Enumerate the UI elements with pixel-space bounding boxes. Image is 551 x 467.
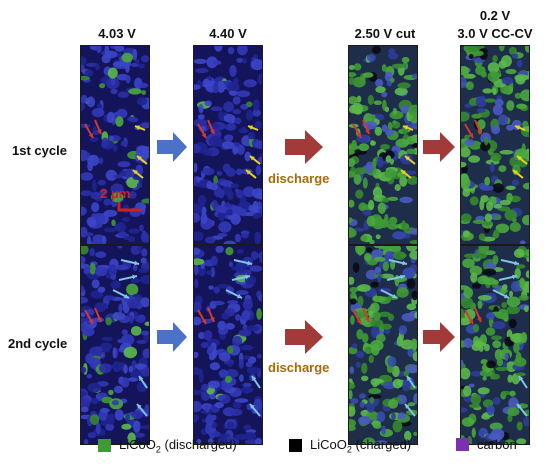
discharge-arrow-icon [423,132,455,162]
discharge-arrow-icon [285,320,323,354]
scale-bar-icon [117,202,141,212]
discharge-arrow-icon [423,322,455,352]
legend-swatch-carbon [456,438,469,451]
column-header-3.0v-cc-cv: 3.0 V CC-CV [457,26,533,41]
panel-cycle2-4.40v [193,245,263,445]
legend-discharged: LiCoO2 (discharged) [98,437,237,455]
panel-cycle1-3.0v [460,45,530,245]
legend-label-discharged: LiCoO2 (discharged) [119,437,237,455]
panel-cycle1-4.40v [193,45,263,245]
column-header-2.50v-cut: 2.50 V cut [354,26,416,41]
discharge-label: discharge [268,360,330,375]
legend-swatch-discharged [98,439,111,453]
column-header-4.03v: 4.03 V [98,26,136,41]
discharge-label: discharge [268,171,330,186]
scale-bar-label: 2 μm [100,186,131,201]
legend-label-charged: LiCoO2 (charged) [310,437,412,455]
column-header-0.2v: 0.2 V [479,8,511,23]
panel-cycle1-4.03v [80,45,150,245]
charge-arrow-icon [157,322,187,352]
column-header-4.40v: 4.40 V [209,26,247,41]
legend-label-carbon: carbon [477,437,517,452]
legend-carbon: carbon [456,437,517,452]
discharge-arrow-icon [285,130,323,164]
row-label-2nd-cycle: 2nd cycle [8,336,68,351]
panel-cycle2-3.0v [460,245,530,445]
legend-charged: LiCoO2 (charged) [289,437,411,455]
panel-cycle1-2.50v [348,45,418,245]
panel-cycle2-2.50v [348,245,418,445]
panel-cycle2-4.03v [80,245,150,445]
charge-arrow-icon [157,132,187,162]
row-label-1st-cycle: 1st cycle [12,143,67,158]
legend-swatch-charged [289,439,302,453]
